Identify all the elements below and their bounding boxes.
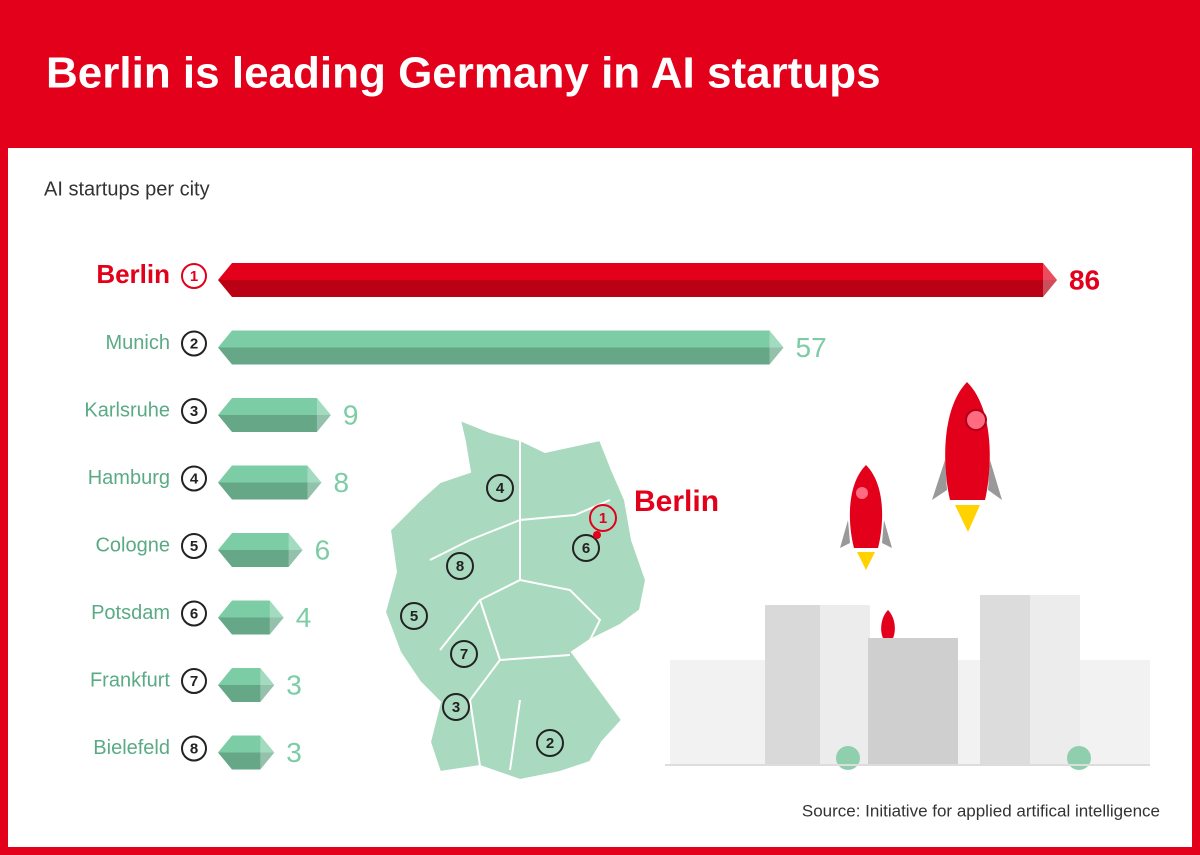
rank-circle (181, 465, 207, 492)
bar-end (1042, 263, 1057, 297)
rank-label: 3 (190, 403, 198, 420)
map-marker (450, 640, 478, 668)
rank-circle (181, 330, 207, 357)
map-marker (400, 602, 428, 630)
rank-circle (181, 398, 207, 424)
bar-end (288, 533, 303, 567)
rank-label: 2 (190, 335, 198, 352)
map-marker-label: 7 (460, 646, 468, 663)
rank-circle (181, 533, 207, 559)
rank-label: 7 (190, 673, 198, 690)
value-label: 9 (343, 399, 359, 430)
map-city-label: Berlin (634, 485, 719, 518)
bar (218, 263, 1057, 297)
bar-end (307, 465, 322, 500)
chart-title: Berlin is leading Germany in AI startups (46, 49, 881, 98)
bar (218, 398, 331, 432)
bar (218, 330, 784, 365)
category-label: Hamburg (88, 467, 170, 489)
rank-label: 1 (190, 268, 198, 285)
map-marker-label: 2 (546, 735, 554, 752)
rocket-small (840, 465, 892, 570)
map-marker-label: 6 (582, 540, 590, 557)
bar-shade (218, 280, 1057, 297)
bar-shade (218, 685, 275, 702)
rank-circle (181, 668, 207, 694)
rank-label: 4 (190, 470, 199, 487)
rocket-large (932, 382, 1002, 532)
bar-end (269, 600, 284, 635)
map-marker-label: 3 (452, 699, 460, 716)
category-label: Frankfurt (90, 669, 170, 691)
map-marker (572, 534, 600, 562)
map-marker (446, 552, 474, 580)
berlin-dot (593, 531, 601, 539)
bar-end (769, 330, 784, 365)
map-marker-label: 1 (599, 510, 607, 527)
rank-circle (181, 600, 207, 627)
value-label: 3 (286, 737, 302, 768)
bar-end (260, 735, 275, 770)
value-label: 57 (796, 332, 827, 363)
map-borders (429, 440, 611, 771)
category-label: Karlsruhe (84, 399, 170, 421)
value-label: 4 (296, 602, 312, 633)
bar (218, 465, 322, 500)
bar (218, 600, 284, 635)
bar-shade (218, 752, 275, 770)
map-marker (589, 504, 617, 532)
map-marker-label: 4 (496, 480, 505, 497)
bar (218, 735, 275, 770)
map-marker-label: 5 (410, 608, 418, 625)
category-label: Munich (106, 332, 170, 354)
value-label: 8 (333, 467, 349, 498)
rank-label: 8 (190, 740, 198, 757)
map-marker (486, 474, 514, 502)
bar (218, 668, 275, 702)
value-label: 86 (1069, 264, 1100, 295)
value-label: 6 (315, 534, 331, 565)
category-label: Berlin (96, 259, 170, 289)
bar-end (260, 668, 275, 702)
source: Source: Initiative for applied artifical… (802, 801, 1160, 820)
rank-circle (181, 735, 207, 762)
bar-shade (218, 617, 284, 635)
category-label: Bielefeld (93, 737, 170, 759)
bar-shade (218, 550, 303, 567)
rocket-tiny (881, 610, 895, 638)
category-label: Potsdam (91, 602, 170, 624)
bar-shade (218, 482, 322, 500)
bar-shade (218, 347, 784, 365)
rank-label: 6 (190, 605, 198, 622)
rank-circle (181, 263, 207, 289)
map-marker (442, 693, 470, 721)
chart-subtitle: AI startups per city (44, 178, 210, 200)
germany-map (383, 418, 648, 782)
rank-label: 5 (190, 538, 198, 555)
city-illustration (665, 595, 1150, 770)
bar (218, 533, 303, 567)
bar-shade (218, 415, 331, 432)
value-label: 3 (286, 669, 302, 700)
bar-end (316, 398, 331, 432)
map-marker-label: 8 (456, 558, 464, 575)
map-marker (536, 729, 564, 757)
category-label: Cologne (95, 534, 170, 556)
